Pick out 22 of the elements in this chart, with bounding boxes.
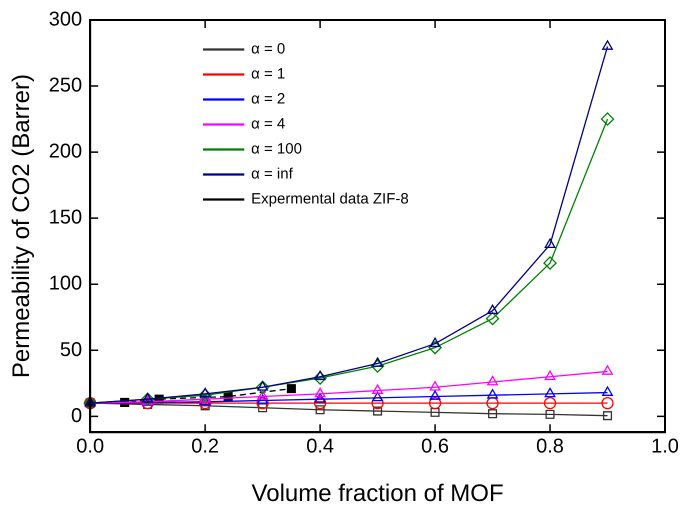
x-tick-label: 0.2 bbox=[191, 436, 220, 458]
legend-label: α = 100 bbox=[251, 140, 302, 158]
y-tick-label: 0 bbox=[71, 404, 82, 427]
legend-label: Expermental data ZIF-8 bbox=[251, 190, 409, 208]
y-axis-title: Permeability of CO2 (Barrer) bbox=[8, 74, 36, 378]
legend-label: α = 4 bbox=[251, 116, 286, 133]
y-tick-label: 50 bbox=[60, 338, 82, 361]
y-tick-label: 300 bbox=[48, 8, 82, 31]
y-tick-label: 150 bbox=[48, 206, 82, 229]
x-tick-label: 0.0 bbox=[76, 436, 104, 458]
x-tick-label: 0.6 bbox=[421, 436, 449, 458]
x-axis-title: Volume fraction of MOF bbox=[252, 480, 504, 508]
legend-label: α = inf bbox=[251, 166, 294, 183]
legend-label: α = 2 bbox=[251, 90, 286, 108]
x-tick-label: 0.8 bbox=[536, 436, 564, 458]
legend-label: α = 1 bbox=[251, 66, 286, 83]
y-tick-label: 100 bbox=[48, 272, 82, 295]
x-tick-label: 1.0 bbox=[651, 436, 679, 458]
y-tick-label: 250 bbox=[48, 74, 82, 97]
x-tick-label: 0.4 bbox=[306, 436, 334, 458]
legend-label: α = 0 bbox=[251, 40, 286, 58]
y-tick-label: 200 bbox=[48, 140, 82, 163]
